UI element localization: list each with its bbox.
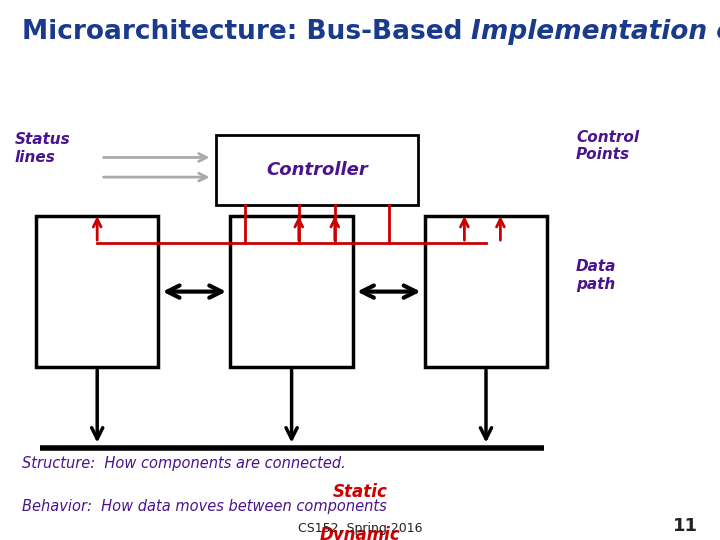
Bar — [36, 216, 158, 367]
Text: Implementation of ISA: Implementation of ISA — [471, 19, 720, 45]
Text: Data
path: Data path — [576, 259, 616, 292]
Text: Static: Static — [333, 483, 387, 501]
Bar — [425, 216, 547, 367]
Text: Control
Points: Control Points — [576, 130, 639, 162]
Text: 11: 11 — [673, 517, 698, 535]
Bar — [216, 135, 418, 205]
Text: Behavior:  How data moves between components: Behavior: How data moves between compone… — [22, 500, 387, 515]
Text: Microarchitecture: Bus-Based: Microarchitecture: Bus-Based — [22, 19, 471, 45]
Text: CS152, Spring 2016: CS152, Spring 2016 — [298, 522, 422, 535]
Text: Controller: Controller — [266, 161, 368, 179]
Text: Dynamic: Dynamic — [320, 526, 400, 540]
Bar — [230, 216, 353, 367]
Text: Structure:  How components are connected.: Structure: How components are connected. — [22, 456, 346, 471]
Text: Status
lines: Status lines — [14, 132, 70, 165]
